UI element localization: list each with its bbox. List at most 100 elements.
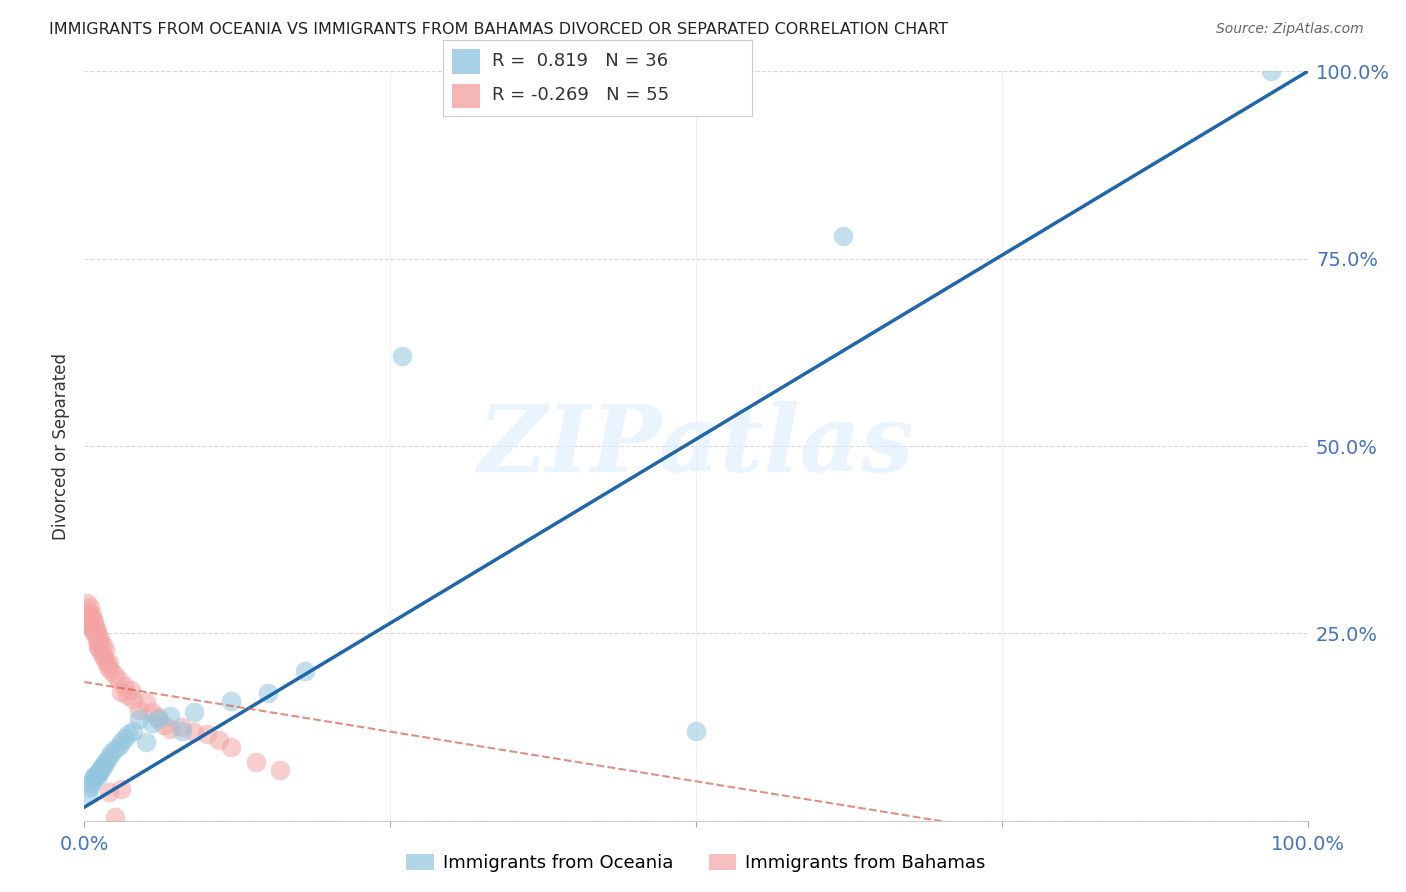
- Point: [831, 229, 853, 244]
- Point: [87, 640, 110, 654]
- Point: [87, 764, 110, 779]
- Point: [82, 613, 104, 627]
- Point: [91, 648, 114, 663]
- Point: [141, 716, 163, 731]
- Point: [110, 735, 132, 749]
- Point: [146, 713, 169, 727]
- Point: [114, 731, 136, 746]
- Point: [122, 723, 145, 738]
- Y-axis label: Divorced or Separated: Divorced or Separated: [52, 352, 70, 540]
- Point: [135, 695, 157, 709]
- Point: [82, 623, 104, 637]
- Point: [159, 723, 181, 737]
- Point: [172, 720, 194, 734]
- Point: [685, 723, 707, 738]
- Point: [83, 615, 105, 629]
- Point: [76, 611, 98, 625]
- Text: R = -0.269   N = 55: R = -0.269 N = 55: [492, 87, 669, 104]
- Point: [79, 611, 101, 625]
- Point: [87, 628, 110, 642]
- Point: [172, 723, 194, 738]
- Point: [90, 645, 112, 659]
- Point: [112, 679, 135, 693]
- Point: [77, 788, 100, 802]
- Point: [94, 642, 117, 657]
- Point: [86, 633, 108, 648]
- Text: ZIPatlas: ZIPatlas: [478, 401, 914, 491]
- Text: R =  0.819   N = 36: R = 0.819 N = 36: [492, 52, 668, 70]
- Point: [257, 686, 280, 700]
- Point: [117, 727, 139, 741]
- Point: [135, 735, 157, 749]
- Point: [91, 638, 114, 652]
- Point: [84, 626, 107, 640]
- Point: [84, 770, 107, 784]
- Point: [153, 717, 176, 731]
- Point: [91, 760, 114, 774]
- Point: [86, 623, 108, 637]
- Point: [245, 755, 267, 769]
- Point: [183, 725, 205, 739]
- Text: IMMIGRANTS FROM OCEANIA VS IMMIGRANTS FROM BAHAMAS DIVORCED OR SEPARATED CORRELA: IMMIGRANTS FROM OCEANIA VS IMMIGRANTS FR…: [49, 22, 948, 37]
- Point: [79, 600, 101, 615]
- Point: [97, 660, 120, 674]
- Point: [80, 619, 103, 633]
- Point: [107, 739, 129, 753]
- Point: [122, 692, 145, 706]
- Point: [110, 685, 132, 699]
- Point: [219, 694, 242, 708]
- Point: [77, 607, 100, 622]
- Point: [97, 750, 120, 764]
- Point: [80, 776, 103, 790]
- Point: [77, 619, 100, 633]
- Point: [104, 667, 127, 681]
- Point: [97, 657, 120, 671]
- Point: [82, 772, 104, 787]
- Point: [391, 349, 413, 363]
- Point: [96, 655, 118, 669]
- Point: [128, 713, 150, 727]
- Point: [104, 742, 127, 756]
- Point: [159, 708, 181, 723]
- Point: [96, 754, 118, 768]
- Point: [1260, 64, 1282, 78]
- Point: [183, 705, 205, 719]
- Point: [84, 620, 107, 634]
- Point: [79, 780, 101, 794]
- Point: [83, 626, 105, 640]
- Bar: [453, 84, 479, 109]
- Point: [83, 769, 105, 783]
- Point: [87, 641, 110, 656]
- Point: [104, 810, 127, 824]
- Point: [110, 782, 132, 797]
- Point: [76, 596, 98, 610]
- Point: [146, 710, 169, 724]
- Point: [97, 785, 120, 799]
- Point: [100, 664, 122, 678]
- Point: [87, 635, 110, 649]
- Point: [294, 664, 316, 678]
- Point: [208, 732, 231, 747]
- Point: [141, 705, 163, 719]
- Legend: Immigrants from Oceania, Immigrants from Bahamas: Immigrants from Oceania, Immigrants from…: [399, 847, 993, 879]
- Point: [107, 673, 129, 687]
- Point: [128, 703, 150, 717]
- Point: [100, 746, 122, 760]
- Point: [87, 769, 110, 783]
- Point: [219, 740, 242, 755]
- Point: [77, 615, 100, 629]
- Point: [269, 763, 291, 777]
- Point: [77, 604, 100, 618]
- Point: [86, 767, 108, 781]
- Point: [93, 757, 115, 772]
- Point: [90, 761, 112, 775]
- Point: [93, 650, 115, 665]
- Point: [120, 682, 142, 697]
- Text: Source: ZipAtlas.com: Source: ZipAtlas.com: [1216, 22, 1364, 37]
- Point: [80, 607, 103, 622]
- Point: [195, 727, 218, 741]
- Bar: [453, 49, 479, 73]
- Point: [115, 688, 138, 702]
- Point: [89, 763, 111, 777]
- Point: [89, 632, 111, 647]
